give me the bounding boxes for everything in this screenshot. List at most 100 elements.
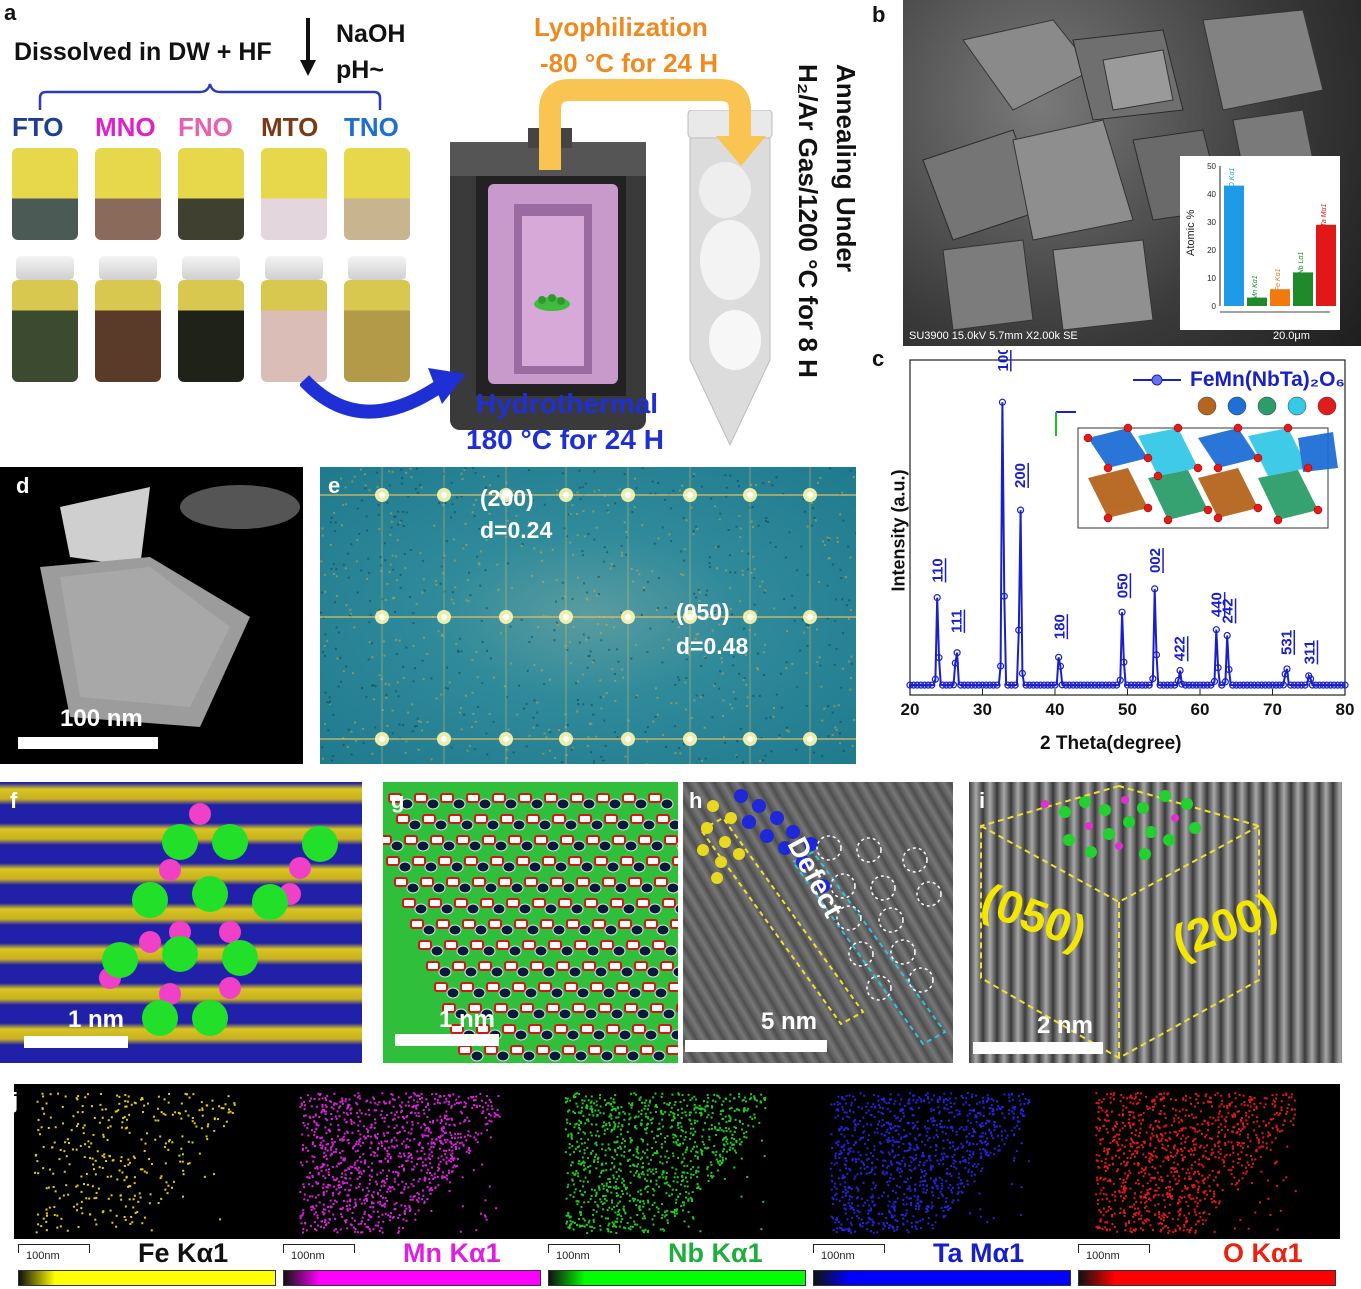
eds-map-dot [949, 1126, 952, 1129]
eds-map-dot [660, 1217, 663, 1220]
eds-map-dot [342, 1111, 345, 1114]
eds-map-dot [681, 1175, 684, 1178]
xrd-data-point [1142, 681, 1150, 689]
eds-map-dot [59, 1149, 62, 1152]
lattice-dark-spot [460, 819, 474, 831]
fft-noise [819, 664, 822, 667]
eds-map-dot [892, 1216, 895, 1219]
fft-noise [750, 571, 753, 574]
eds-map-dot [677, 1122, 680, 1125]
eds-map-dot [348, 1188, 351, 1191]
eds-map-dot [67, 1193, 70, 1196]
eds-map-dot [301, 1147, 304, 1150]
eds-map-dot [978, 1192, 981, 1195]
eds-map-dot [754, 1098, 757, 1101]
eds-map-dot [429, 1172, 432, 1175]
fft-noise [521, 543, 524, 546]
eds-map-dot [940, 1193, 943, 1196]
eds-map-dot [908, 1197, 911, 1200]
eds-map-dot [738, 1109, 741, 1112]
eds-map-dot [430, 1141, 433, 1144]
fft-noise [384, 682, 387, 685]
eds-map-dot [437, 1184, 440, 1187]
fft-noise [350, 753, 353, 756]
eds-map-dot [345, 1169, 348, 1172]
eds-map-dot [637, 1163, 640, 1166]
fft-noise [405, 646, 408, 649]
fft-noise [391, 470, 394, 473]
fft-noise [839, 513, 842, 516]
eds-map-dot [691, 1191, 694, 1194]
eds-map-dot [904, 1162, 907, 1165]
lattice-dark-spot [408, 819, 422, 831]
fft-noise [336, 657, 339, 660]
eds-map-dot [837, 1114, 840, 1117]
eds-map-dot [867, 1221, 870, 1224]
fft-noise [736, 479, 739, 482]
eds-map-dot [341, 1206, 344, 1209]
eds-map-dot [606, 1127, 609, 1130]
eds-map-dot [862, 1181, 865, 1184]
eds-map-dot [900, 1118, 903, 1121]
eds-map-dot [946, 1099, 949, 1102]
eds-map-dot [936, 1184, 939, 1187]
fft-noise [586, 598, 589, 601]
eds-map-dot [735, 1126, 738, 1129]
eds-map-dot [373, 1097, 376, 1100]
defect-circle [908, 967, 934, 993]
eds-map-dot [914, 1207, 917, 1210]
eds-map-dot [573, 1151, 576, 1154]
eds-map-dot [865, 1153, 868, 1156]
fft-noise [616, 648, 619, 651]
eds-map-dot [631, 1102, 634, 1105]
eds-map-dot [412, 1099, 415, 1102]
eds-map-dot [326, 1119, 329, 1122]
lattice-dark-spot [498, 987, 512, 999]
eds-map-dot [855, 1186, 858, 1189]
eds-map-dot [140, 1138, 143, 1141]
lattice-bright-spot [662, 898, 676, 908]
eds-map-dot [882, 1164, 885, 1167]
eds-map-dot [107, 1126, 110, 1129]
eds-map-dot [344, 1173, 347, 1176]
eds-map-dot [143, 1104, 146, 1107]
eds-map-dot [401, 1101, 404, 1104]
fft-noise [674, 612, 677, 615]
eds-map-dot [686, 1185, 689, 1188]
lattice-dark-spot [610, 1008, 624, 1020]
eds-map-dot [645, 1179, 648, 1182]
fft-noise [849, 688, 852, 691]
xrd-data-point [1062, 681, 1070, 689]
eds-map-dot [969, 1109, 972, 1112]
fft-noise [349, 608, 352, 611]
xrd-data-point [1316, 681, 1324, 689]
eds-map-dot [433, 1097, 436, 1100]
eds-map-dot [587, 1099, 590, 1102]
eds-map-dot [851, 1157, 854, 1160]
atom-legend-sphere [1287, 396, 1307, 416]
eds-map-dot [428, 1189, 431, 1192]
eds-map-dot [435, 1138, 438, 1141]
xrd-data-point [1176, 666, 1184, 675]
eds-map-dot [699, 1148, 702, 1151]
fft-noise [371, 684, 374, 687]
fft-noise [753, 568, 756, 571]
xrd-peak-label: 100 [995, 350, 1012, 371]
eds-map-dot [727, 1127, 730, 1130]
eds-map-dot [336, 1135, 339, 1138]
eds-map-dot [376, 1210, 379, 1213]
eds-map-dot [416, 1100, 419, 1103]
eds-map-dot [476, 1141, 479, 1144]
fft-noise [480, 619, 483, 622]
eds-map-dot [845, 1228, 848, 1231]
inset-bar [1293, 272, 1313, 306]
eds-map-dot [905, 1134, 908, 1137]
lattice-bright-spot [494, 1003, 508, 1013]
eds-map-dot [685, 1114, 688, 1117]
eds-map-dot [962, 1103, 965, 1106]
eds-map-dot [612, 1098, 615, 1101]
xrd-data-point [1247, 681, 1255, 689]
eds-map-dot [986, 1119, 989, 1122]
fft-noise [479, 550, 482, 553]
eds-map-dot [413, 1165, 416, 1168]
